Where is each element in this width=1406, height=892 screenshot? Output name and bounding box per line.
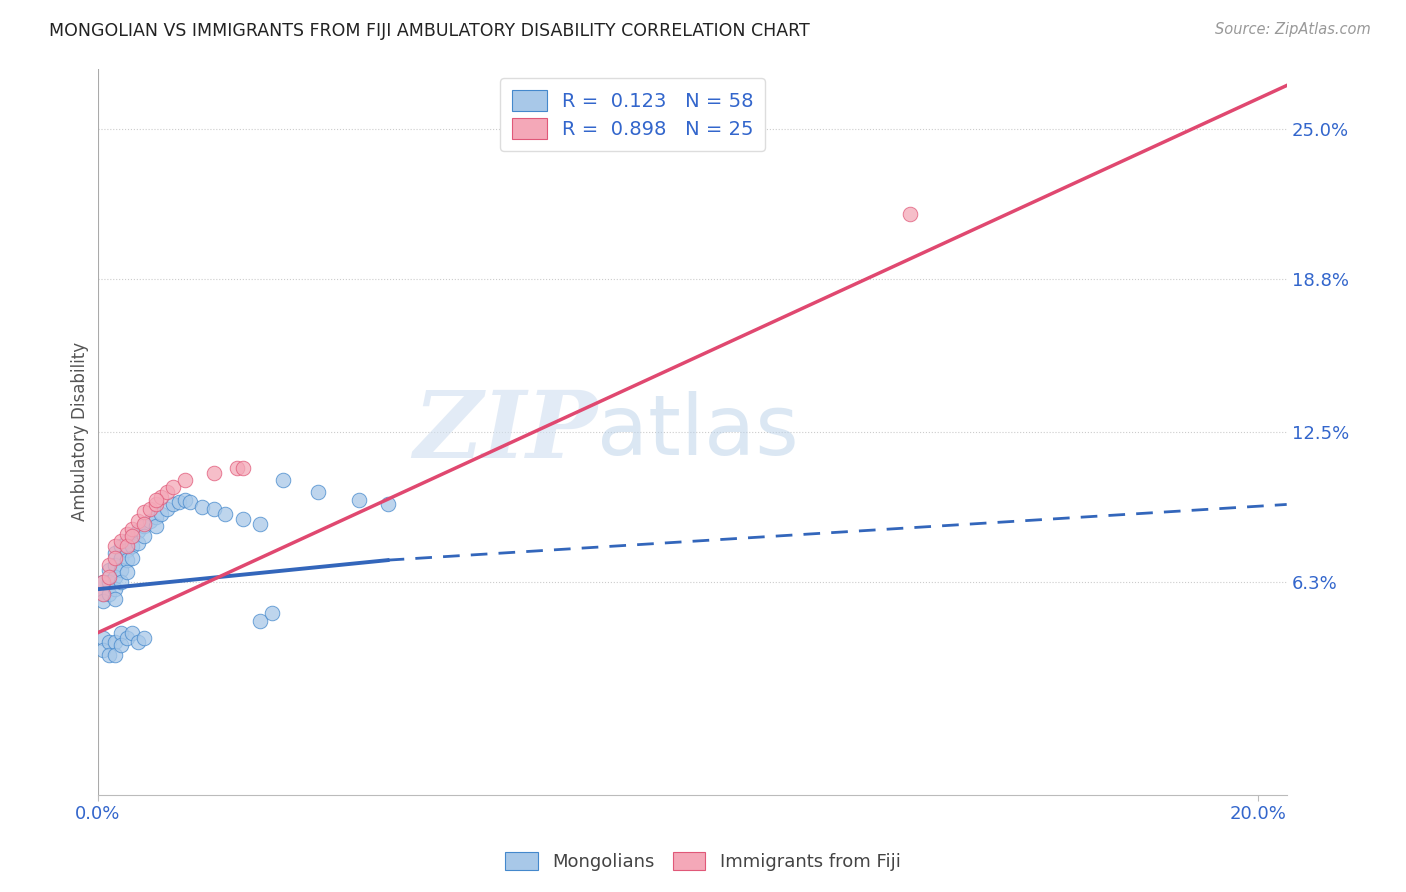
Point [150, 490, 173, 504]
Point [156, 485, 179, 500]
Point [132, 519, 155, 533]
Point [167, 495, 190, 509]
Point [127, 536, 149, 550]
Point [307, 485, 329, 500]
Point [104, 539, 127, 553]
Point [115, 539, 138, 553]
Point [139, 502, 162, 516]
Point [132, 516, 155, 531]
Text: ZIP: ZIP [413, 387, 598, 477]
Y-axis label: Ambulatory Disability: Ambulatory Disability [72, 343, 89, 521]
Point [202, 466, 225, 480]
Point [93, 594, 115, 608]
Point [93, 587, 115, 601]
Point [150, 507, 173, 521]
Point [93, 587, 115, 601]
Point [98, 574, 121, 589]
Point [271, 473, 294, 487]
Point [214, 507, 236, 521]
Text: atlas: atlas [598, 392, 799, 472]
Point [110, 574, 132, 589]
Point [232, 512, 254, 526]
Point [110, 533, 132, 548]
Point [104, 546, 127, 560]
Point [115, 533, 138, 548]
Legend: Mongolians, Immigrants from Fiji: Mongolians, Immigrants from Fiji [498, 845, 908, 879]
Point [179, 495, 201, 509]
Point [110, 625, 132, 640]
Point [162, 498, 184, 512]
Point [132, 631, 155, 645]
Point [156, 502, 179, 516]
Point [115, 526, 138, 541]
Point [93, 574, 115, 589]
Point [121, 529, 143, 543]
Point [377, 498, 399, 512]
Point [162, 481, 184, 495]
Point [104, 558, 127, 572]
Point [249, 516, 271, 531]
Point [104, 570, 127, 584]
Point [145, 519, 167, 533]
Point [115, 631, 138, 645]
Point [145, 509, 167, 524]
Point [98, 558, 121, 572]
Text: Source: ZipAtlas.com: Source: ZipAtlas.com [1215, 22, 1371, 37]
Point [347, 492, 370, 507]
Point [110, 638, 132, 652]
Point [127, 515, 149, 529]
Point [225, 461, 247, 475]
Point [191, 500, 214, 514]
Point [139, 515, 162, 529]
Point [127, 635, 149, 649]
Point [98, 587, 121, 601]
Text: MONGOLIAN VS IMMIGRANTS FROM FIJI AMBULATORY DISABILITY CORRELATION CHART: MONGOLIAN VS IMMIGRANTS FROM FIJI AMBULA… [49, 22, 810, 40]
Point [110, 539, 132, 553]
Point [115, 543, 138, 558]
Point [93, 574, 115, 589]
Point [132, 505, 155, 519]
Point [173, 473, 195, 487]
Point [98, 648, 121, 662]
Point [232, 461, 254, 475]
Point [104, 591, 127, 606]
Point [98, 563, 121, 577]
Point [93, 642, 115, 657]
Point [173, 492, 195, 507]
Point [145, 498, 167, 512]
Point [104, 582, 127, 597]
Point [93, 631, 115, 645]
Point [110, 550, 132, 565]
Point [115, 553, 138, 567]
Point [121, 550, 143, 565]
Point [121, 539, 143, 553]
Point [110, 563, 132, 577]
Point [121, 625, 143, 640]
Point [104, 648, 127, 662]
Legend: R =  0.123   N = 58, R =  0.898   N = 25: R = 0.123 N = 58, R = 0.898 N = 25 [501, 78, 765, 151]
Point [202, 502, 225, 516]
Point [127, 524, 149, 538]
Point [98, 635, 121, 649]
Point [898, 207, 921, 221]
Point [260, 607, 283, 621]
Point [104, 550, 127, 565]
Point [115, 566, 138, 580]
Point [132, 529, 155, 543]
Point [121, 529, 143, 543]
Point [98, 570, 121, 584]
Point [104, 635, 127, 649]
Point [145, 492, 167, 507]
Point [249, 614, 271, 628]
Point [121, 522, 143, 536]
